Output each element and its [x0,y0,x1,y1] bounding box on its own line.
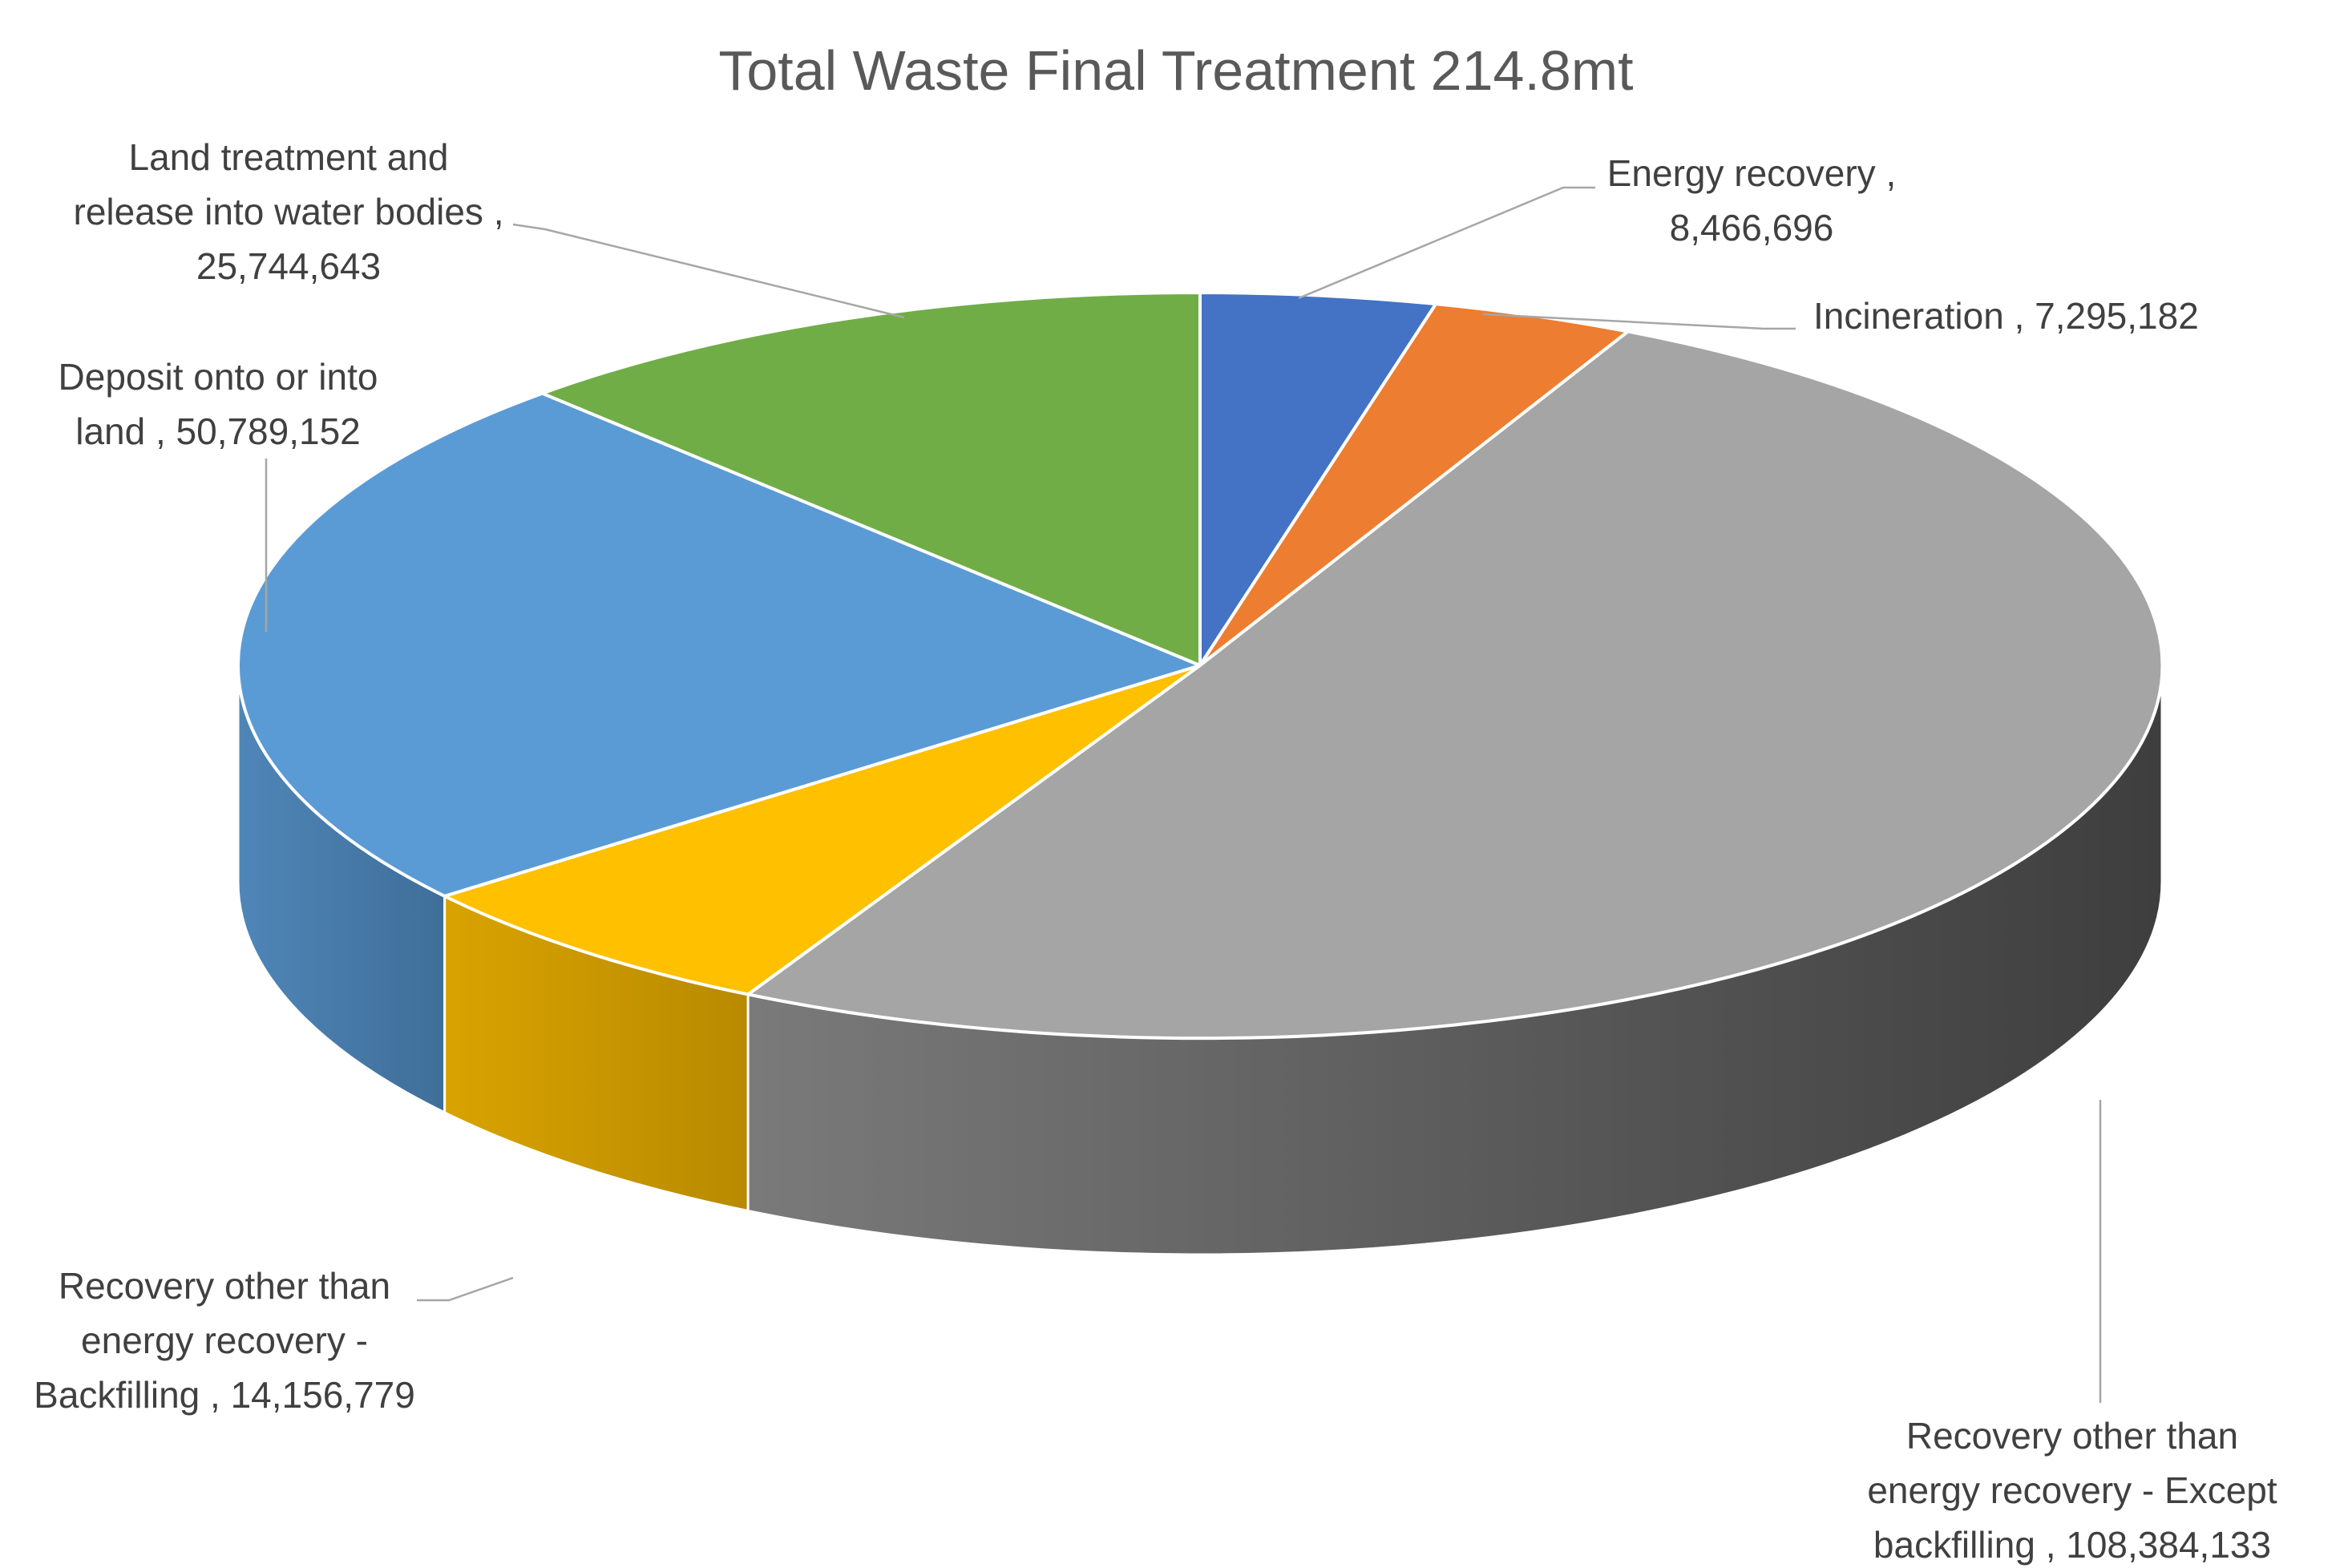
label-line-recovery-except-backfilling: energy recovery - Except [1867,1469,2277,1511]
slice-deposit-onto-land[interactable] [236,391,1202,898]
label-line-land-treatment-water: Land treatment and [129,136,449,178]
label-land-treatment-water: Land treatment and release into water bod… [74,136,504,287]
label-line-deposit-onto-land: land , 50,789,152 [75,410,361,452]
leader-line-incineration [1482,313,1796,330]
slice-labels: Energy recovery , 8,466,696 Incineration ,… [34,136,2277,1566]
slice-land-treatment-water[interactable] [540,291,1202,667]
slice-recovery-backfilling[interactable] [443,664,1202,996]
slice-incineration[interactable] [1198,302,1630,667]
label-energy-recovery: Energy recovery , 8,466,696 [1607,152,1896,249]
label-line-recovery-backfilling: Backfilling , 14,156,779 [34,1374,415,1416]
label-line-recovery-backfilling: energy recovery - [81,1319,368,1361]
label-line-recovery-backfilling: Recovery other than [59,1265,390,1307]
label-line-recovery-except-backfilling: backfilling , 108,384,133 [1873,1524,2271,1566]
label-line-recovery-except-backfilling: Recovery other than [1906,1415,2238,1457]
leader-lines [265,186,2102,1403]
label-line-deposit-onto-land: Deposit onto or into [59,356,378,398]
label-line-incineration: Incineration , 7,295,182 [1813,295,2199,337]
label-line-energy-recovery: 8,466,696 [1670,207,1834,249]
label-line-land-treatment-water: 25,744,643 [196,245,381,287]
label-deposit-onto-land: Deposit onto or into land , 50,789,152 [59,356,378,452]
leader-line-land-treatment-water [512,223,905,319]
label-recovery-except-backfilling: Recovery other than energy recovery - Exc… [1867,1415,2277,1566]
label-recovery-backfilling: Recovery other than energy recovery - Back… [34,1265,415,1416]
leader-line-energy-recovery [1298,186,1595,300]
label-incineration: Incineration , 7,295,182 [1813,295,2199,337]
leader-line-recovery-backfilling [417,1276,514,1302]
label-line-land-treatment-water: release into water bodies , [74,191,504,232]
label-line-energy-recovery: Energy recovery , [1607,152,1896,194]
pie-slices [236,291,2164,1041]
chart-title: Total Waste Final Treatment 214.8mt [718,39,1633,102]
slice-recovery-except-backfilling[interactable] [746,329,2164,1041]
